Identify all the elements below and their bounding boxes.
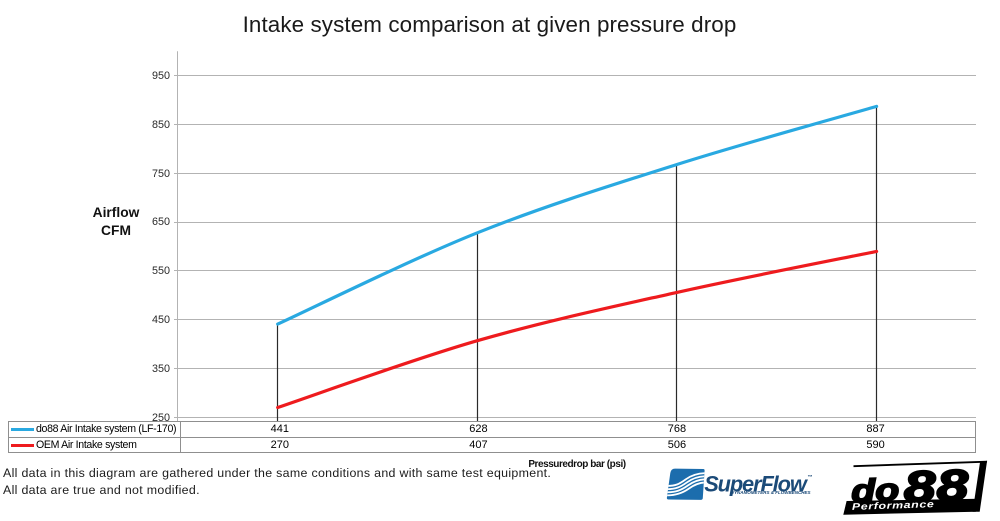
svg-text:do: do bbox=[851, 472, 900, 509]
svg-text:88: 88 bbox=[903, 460, 970, 511]
svg-text:™: ™ bbox=[808, 475, 813, 481]
svg-text:DYNAMOMETERS & FLOWBENCHES: DYNAMOMETERS & FLOWBENCHES bbox=[731, 490, 811, 495]
svg-text:SuperFlow: SuperFlow bbox=[704, 472, 809, 497]
svg-text:Performance: Performance bbox=[852, 499, 935, 512]
